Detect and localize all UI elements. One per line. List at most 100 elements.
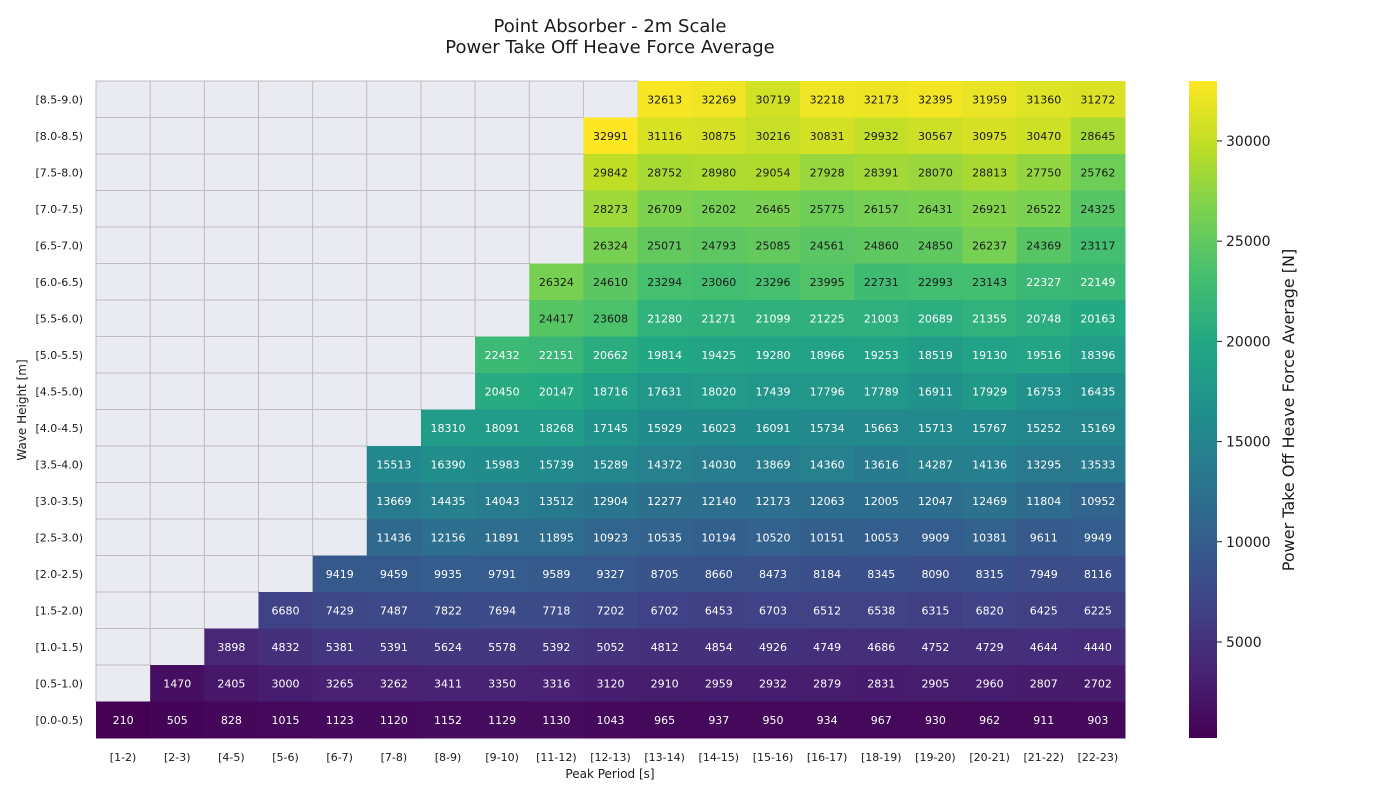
empty-cell [474,299,531,338]
cell-value-label: 15513 [376,458,411,471]
cell-value-label: 7718 [542,604,570,617]
cell-value-label: 3411 [434,677,462,690]
cell-value-label: 2879 [813,677,841,690]
heatmap-cell [1070,154,1126,191]
colorbar-tick-label: 30000 [1226,134,1271,150]
cell-value-label: 24369 [1026,239,1061,252]
cell-value-label: 22151 [539,349,574,362]
cell-value-label: 24561 [810,239,845,252]
empty-cell [149,518,206,557]
heatmap-cell [1070,336,1126,374]
empty-cell [203,482,260,520]
cell-value-label: 18310 [431,422,466,435]
y-tick-label: [4.5-5.0) [35,385,83,398]
cell-value-label: 2932 [759,677,787,690]
empty-cell [95,153,152,192]
empty-cell [366,299,422,338]
cell-value-label: 10194 [701,531,736,544]
x-tick-label: [21-22) [1023,751,1064,764]
cell-value-label: 26431 [918,203,953,216]
heatmap-cell [691,81,747,118]
empty-cell [474,263,531,301]
heatmap-cell [583,446,639,483]
heatmap-cell [637,446,693,483]
heatmap-cell [691,190,747,228]
cell-value-label: 1123 [326,714,354,727]
heatmap-cell [258,592,314,629]
empty-cell [95,372,152,411]
heatmap-cell [420,446,476,483]
heatmap-cell [854,555,909,593]
heatmap-cell [637,592,693,629]
empty-cell [420,372,477,411]
heatmap-cell [908,263,964,301]
cell-value-label: 21099 [755,312,790,325]
heatmap-cell [637,519,693,556]
heatmap-cell [745,555,801,593]
cell-value-label: 13512 [539,495,574,508]
heatmap-cell [366,519,422,556]
heatmap-cell [529,263,584,301]
cell-value-label: 6820 [976,604,1004,617]
cell-value-label: 15663 [864,422,899,435]
heatmap-cell [962,592,1018,629]
heatmap-cell [420,409,476,447]
empty-cell [474,190,531,228]
heatmap-cell [1070,665,1126,702]
heatmap-cell [150,701,205,739]
empty-cell [95,445,152,484]
heatmap-cell [1016,628,1072,666]
cell-value-label: 7822 [434,604,462,617]
cell-value-label: 2405 [217,677,245,690]
cell-value-label: 26324 [539,276,574,289]
cell-value-label: 9909 [921,531,949,544]
heatmap-cell [691,227,747,264]
cell-value-label: 24860 [864,239,899,252]
cell-value-label: 28070 [918,166,953,179]
heatmap-cell [366,446,422,483]
heatmap-cell [908,482,964,520]
cell-value-label: 2905 [921,677,949,690]
cell-value-label: 14435 [431,495,466,508]
empty-cell [420,80,477,119]
chart-title: Point Absorber - 2m Scale [494,16,727,37]
heatmap-cell [908,336,964,374]
heatmap-cell [962,628,1018,666]
cell-value-label: 18716 [593,385,628,398]
cell-value-label: 2807 [1030,677,1058,690]
empty-cell [312,226,368,265]
cell-value-label: 16091 [755,422,790,435]
heatmap-cell [1070,227,1126,264]
cell-value-label: 8660 [705,568,733,581]
cell-value-label: 26324 [593,239,628,252]
cell-value-label: 962 [979,714,1000,727]
heatmap-cell [583,373,639,410]
cell-value-label: 30831 [810,130,845,143]
heatmap-cell [908,81,964,118]
cell-value-label: 10381 [972,531,1007,544]
heatmap-cell [854,117,909,155]
empty-cell [257,153,314,192]
heatmap-cell [583,117,639,155]
heatmap-cell [691,701,747,739]
heatmap-cell [583,701,639,739]
cell-value-label: 22731 [864,276,899,289]
heatmap-cell [637,336,693,374]
x-tick-label: [8-9) [435,751,462,764]
heatmap-cell [312,665,368,702]
empty-cell [312,80,368,119]
heatmap-cell [420,592,476,629]
heatmap-cell [691,592,747,629]
heatmap-cell [800,117,855,155]
colorbar-label: Power Take Off Heave Force Average [N] [1279,249,1298,571]
heatmap-cell [583,227,639,264]
heatmap-cell [800,227,855,264]
heatmap-cell [150,665,205,702]
cell-value-label: 30875 [701,130,736,143]
empty-cell [149,226,206,265]
y-tick-label: [2.0-2.5) [35,568,83,581]
cell-value-label: 22149 [1080,276,1115,289]
cell-value-label: 7487 [380,604,408,617]
heatmap-cell [800,665,855,702]
